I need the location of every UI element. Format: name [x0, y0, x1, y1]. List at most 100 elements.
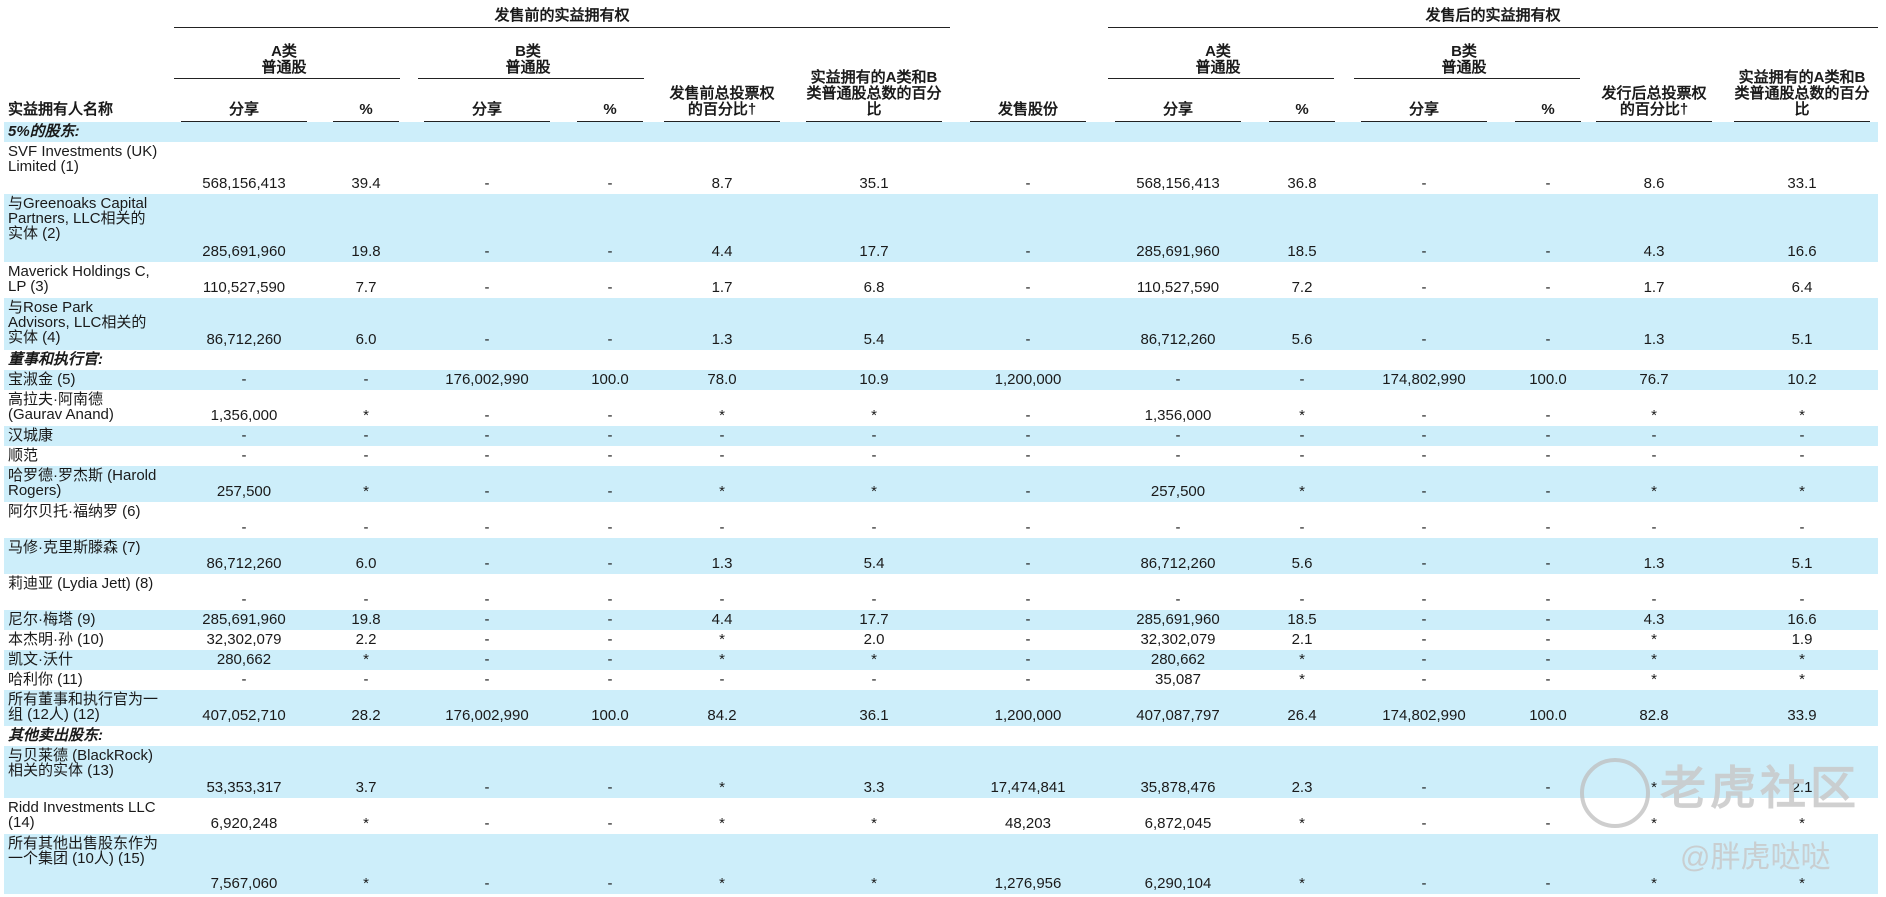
holder-name: 尼尔·梅塔 (9) [8, 611, 96, 628]
table-cell: - [1025, 483, 1031, 500]
holder-name: 哈罗德·罗杰斯 (Harold Rogers) [8, 467, 157, 499]
table-cell: - [719, 427, 725, 444]
column-header-pre_vote: 发售前总投票权 的百分比† [669, 85, 775, 118]
table-cell: 78.0 [707, 371, 737, 388]
table-cell: * [1799, 407, 1805, 424]
table-cell: - [1175, 427, 1181, 444]
table-cell: 1,276,956 [994, 875, 1062, 892]
table-cell: * [1651, 631, 1657, 648]
table-cell: - [484, 651, 490, 668]
table-cell: 2.3 [1291, 779, 1313, 796]
row-background [4, 370, 1878, 390]
table-cell: 35.1 [859, 175, 889, 192]
table-cell: 19.8 [351, 611, 381, 628]
holder-name: 所有董事和执行官为一组 (12人) (12) [8, 691, 159, 723]
table-cell: 3.3 [863, 779, 885, 796]
table-cell: * [719, 815, 725, 832]
column-rule-6 [970, 121, 1086, 122]
table-cell: - [1025, 407, 1031, 424]
table-cell: * [871, 651, 877, 668]
table-cell: - [1421, 483, 1427, 500]
class-a-pre-rule [174, 78, 400, 79]
table-cell: - [1421, 407, 1427, 424]
holder-name: 与贝莱德 (BlackRock) 相关的实体 (13) [8, 747, 154, 779]
table-cell: - [484, 519, 490, 536]
table-cell: - [1799, 519, 1805, 536]
table-cell: - [1299, 519, 1305, 536]
table-cell: * [719, 631, 725, 648]
table-cell: * [719, 779, 725, 796]
table-cell: 36.1 [859, 707, 889, 724]
table-cell: 4.4 [711, 243, 733, 260]
table-cell: 407,052,710 [202, 707, 286, 724]
row-background [4, 298, 1878, 350]
table-cell: 3.7 [355, 779, 377, 796]
table-cell: 4.3 [1643, 611, 1665, 628]
column-header-pct: % [1541, 101, 1555, 118]
class-a-post-header: A类 普通股 [1195, 43, 1241, 76]
table-cell: 5.6 [1291, 331, 1313, 348]
column-rule-2 [424, 121, 550, 122]
table-cell: 257,500 [216, 483, 272, 500]
table-cell: 100.0 [1529, 371, 1567, 388]
table-cell: 4.4 [711, 611, 733, 628]
table-cell: - [241, 591, 247, 608]
column-rule-3 [577, 121, 643, 122]
holder-name: Maverick Holdings C, LP (3) [8, 263, 150, 295]
holder-name: 顺范 [8, 447, 39, 464]
table-cell: 1,200,000 [994, 707, 1062, 724]
table-cell: - [1545, 483, 1551, 500]
table-cell: - [1545, 447, 1551, 464]
table-cell: - [1545, 875, 1551, 892]
table-cell: - [607, 815, 613, 832]
table-cell: 174,802,990 [1382, 371, 1466, 388]
table-cell: - [1799, 427, 1805, 444]
table-cell: 19.8 [351, 243, 381, 260]
table-cell: 53,353,317 [206, 779, 282, 796]
table-cell: - [1421, 671, 1427, 688]
table-cell: - [241, 519, 247, 536]
table-cell: - [1299, 591, 1305, 608]
table-cell: 2.1 [1791, 779, 1813, 796]
row-background [4, 538, 1878, 574]
table-cell: - [1025, 591, 1031, 608]
table-cell: - [871, 671, 877, 688]
table-cell: - [363, 371, 369, 388]
table-cell: 568,156,413 [1136, 175, 1220, 192]
table-cell: - [607, 175, 613, 192]
table-cell: * [363, 407, 369, 424]
table-cell: 1,356,000 [210, 407, 278, 424]
table-cell: - [1651, 519, 1657, 536]
table-cell: - [1299, 447, 1305, 464]
table-cell: 16.6 [1787, 611, 1817, 628]
table-cell: - [363, 591, 369, 608]
table-cell: 100.0 [591, 371, 629, 388]
table-cell: 86,712,260 [1140, 331, 1216, 348]
table-cell: - [363, 519, 369, 536]
table-cell: 6.8 [863, 279, 885, 296]
table-cell: - [241, 671, 247, 688]
rule-pre [174, 27, 950, 28]
table-cell: 2.1 [1291, 631, 1313, 648]
holder-name: 阿尔贝托·福纳罗 (6) [8, 503, 141, 520]
table-cell: - [871, 427, 877, 444]
table-cell: - [607, 407, 613, 424]
table-cell: - [484, 407, 490, 424]
table-cell: - [1421, 331, 1427, 348]
table-cell: 568,156,413 [202, 175, 286, 192]
holder-name: 本杰明·孙 (10) [8, 631, 104, 648]
table-cell: * [1799, 483, 1805, 500]
table-cell: - [1299, 427, 1305, 444]
table-cell: - [484, 591, 490, 608]
table-cell: 285,691,960 [202, 243, 286, 260]
table-cell: - [871, 447, 877, 464]
table-cell: * [871, 407, 877, 424]
table-cell: - [607, 447, 613, 464]
table-cell: - [607, 555, 613, 572]
table-cell: 110,527,590 [202, 279, 286, 296]
column-rule-8 [1269, 121, 1335, 122]
table-cell: - [1421, 611, 1427, 628]
column-header-pct: % [359, 101, 373, 118]
column-rule-12 [1734, 121, 1870, 122]
holder-name: 汉城康 [8, 427, 54, 444]
